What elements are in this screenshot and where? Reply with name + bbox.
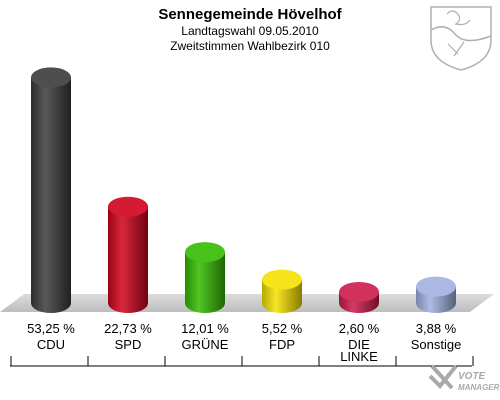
category-axis: [10, 356, 474, 367]
vote-manager-logo-icon: [428, 364, 458, 390]
bar-spd: [108, 196, 148, 313]
value-label: 5,52 %: [262, 321, 303, 336]
bar-gruene: [185, 242, 225, 313]
value-labels-group: 53,25 % 22,73 % 12,01 % 5,52 % 2,60 % 3,88 %: [27, 321, 457, 336]
value-label: 22,73 %: [104, 321, 152, 336]
category-label: GRÜNE: [182, 337, 229, 352]
value-label: 53,25 %: [27, 321, 75, 336]
watermark-manager: MANAGER: [458, 383, 500, 392]
category-label: SPD: [115, 337, 142, 352]
value-label: 12,01 %: [181, 321, 229, 336]
value-label: 2,60 %: [339, 321, 380, 336]
coat-of-arms-icon: [430, 6, 492, 71]
value-label: 3,88 %: [416, 321, 457, 336]
chart-title: Sennegemeinde Hövelhof: [158, 6, 342, 23]
bars-group: [31, 67, 456, 313]
category-label: LINKE: [340, 349, 378, 364]
vote-manager-watermark: VOTE MANAGER: [428, 364, 500, 392]
watermark-vote: VOTE: [458, 371, 486, 382]
chart-subtitle-district: Zweitstimmen Wahlbezirk 010: [170, 39, 330, 53]
bar-fdp: [262, 269, 302, 313]
category-label: FDP: [269, 337, 295, 352]
chart-subtitle-election: Landtagswahl 09.05.2010: [181, 24, 319, 38]
category-label: DIE: [348, 337, 370, 352]
bar-cdu: [31, 67, 71, 313]
category-label: Sonstige: [411, 337, 462, 352]
category-label: CDU: [37, 337, 65, 352]
bar-die-linke: [339, 281, 379, 313]
bar-sonstige: [416, 276, 456, 313]
